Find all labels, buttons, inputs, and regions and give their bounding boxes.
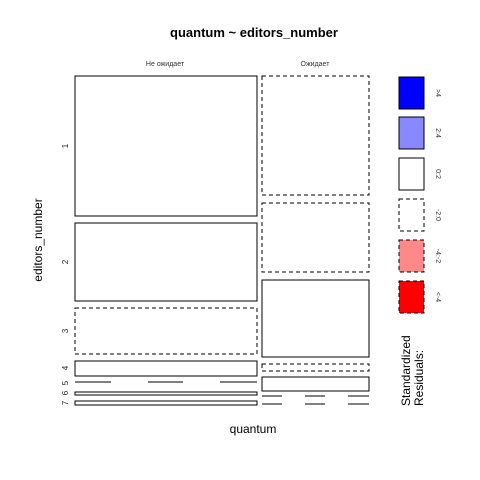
legend-swatch-2to4 [398,116,425,150]
cell-4-ne-ozhidaet [74,360,258,377]
legend-label-2to4: 2:4 [434,128,441,138]
chart-title: quantum ~ editors_number [170,25,338,40]
cell-2-ozhidaet [261,202,370,273]
row-label-4: 4 [61,365,70,370]
row-label-6: 6 [61,390,70,395]
cell-4-ozhidaet [261,363,370,372]
cell-3-ozhidaet [261,279,370,358]
cell-7-ne-ozhidaet [74,400,258,406]
cell-1-ozhidaet [261,75,370,196]
cell-5-ozhidaet [261,376,370,392]
column-label-ozhidaet: Ожидает [301,61,331,68]
row-label-3: 3 [61,328,70,333]
legend-title-line-2: Residuals: [412,350,426,406]
legend-swatch-gt4 [398,76,425,110]
residuals-legend: >4 2:4 0:2 -2:0 -4:-2 <-4 Standardized R… [398,76,441,406]
legend-label-ltneg4: <-4 [434,292,441,302]
legend-label-gt4: >4 [434,89,441,97]
row-label-1: 1 [61,143,70,148]
legend-label-neg4toneg2: -4:-2 [434,249,441,264]
row-label-2: 2 [61,259,70,264]
y-axis-label: editors_number [31,198,45,281]
legend-swatch-neg4toneg2 [398,239,425,273]
cell-2-ne-ozhidaet [74,222,258,302]
cell-1-ne-ozhidaet [74,75,258,217]
legend-title-line-1: Standardized [399,335,413,406]
mosaic-cells [74,75,370,406]
legend-swatch-ltneg4 [398,280,425,314]
column-label-ne-ozhidaet: Не ожидает [146,61,185,68]
x-axis-label: quantum [230,422,277,436]
row-labels: 1 2 3 4 5 6 7 [61,143,70,405]
legend-swatch-neg2to0 [398,198,425,232]
legend-label-neg2to0: -2:0 [434,209,441,221]
row-label-5: 5 [61,380,70,385]
cell-3-ne-ozhidaet [74,307,258,355]
legend-label-0to2: 0:2 [434,169,441,179]
row-label-7: 7 [61,400,70,405]
legend-swatch-0to2 [398,157,425,191]
cell-6-ne-ozhidaet [74,391,258,396]
